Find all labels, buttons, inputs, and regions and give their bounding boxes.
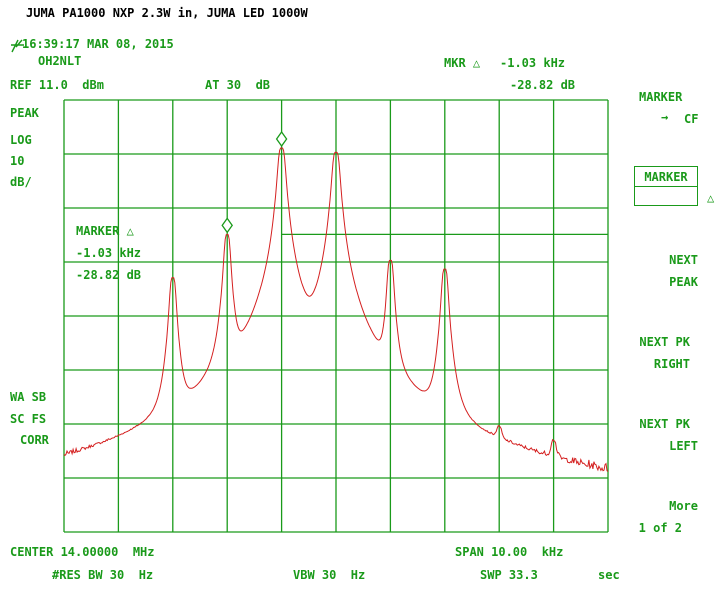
scale-unit: dB/ xyxy=(10,175,32,189)
video-bandwidth: VBW 30 Hz xyxy=(293,568,366,582)
softkey-next-pk-right-line2[interactable]: RIGHT xyxy=(653,357,690,371)
log-scale-label: LOG xyxy=(10,133,32,147)
softkey-page-indicator: 1 of 2 xyxy=(638,521,682,535)
scale-value: 10 xyxy=(10,154,25,168)
timestamp: 16:39:17 MAR 08, 2015 xyxy=(22,37,174,51)
softkey-marker[interactable]: MARKER xyxy=(639,90,683,104)
detector-peak-label: PEAK xyxy=(10,106,39,120)
softkey-next-peak-line2[interactable]: PEAK xyxy=(669,275,698,289)
softkey-marker-delta[interactable]: MARKER xyxy=(634,166,698,206)
trace-line xyxy=(63,147,609,473)
center-frequency: CENTER 14.00000 MHz xyxy=(10,545,155,559)
delta-marker-diamond xyxy=(221,217,233,234)
softkey-marker-delta-label: MARKER xyxy=(635,167,697,187)
delta-icon: △ xyxy=(707,191,715,205)
spectrum-trace xyxy=(63,147,609,473)
hp-logo-icon xyxy=(11,39,24,53)
sweep-time: SWP 33.3 xyxy=(480,568,538,582)
marker-symbols xyxy=(221,130,288,234)
plot-marker-level: -28.82 dB xyxy=(76,268,142,282)
softkey-next-pk-left-line1[interactable]: NEXT PK xyxy=(639,417,690,431)
softkey-marker-to-cf[interactable]: CF xyxy=(684,112,699,126)
softkey-next-pk-left-line2[interactable]: LEFT xyxy=(669,439,698,453)
reference-level: REF 11.0 dBm xyxy=(10,78,104,92)
softkey-next-peak-line1[interactable]: NEXT xyxy=(669,253,698,267)
softkey-more[interactable]: More xyxy=(669,499,698,513)
plot-marker-freq: -1.03 kHz xyxy=(76,246,142,260)
operator-label: OH2NLT xyxy=(38,54,82,68)
marker-readout-freq: -1.03 kHz xyxy=(500,56,566,70)
graticule xyxy=(63,99,609,533)
marker-readout-level: -28.82 dB xyxy=(510,78,576,92)
softkey-marker-to-cf-arrow: → xyxy=(661,110,669,124)
reference-marker-diamond xyxy=(275,130,288,148)
sc-fs-label: SC FS xyxy=(10,412,47,426)
plot-marker-label: MARKER △ xyxy=(76,224,134,238)
sweep-time-unit: sec xyxy=(598,568,620,582)
span: SPAN 10.00 kHz xyxy=(455,545,564,559)
attenuation: AT 30 dB xyxy=(205,78,271,92)
corr-label: CORR xyxy=(20,433,49,447)
resolution-bandwidth: #RES BW 30 Hz xyxy=(52,568,154,582)
softkey-next-pk-right-line1[interactable]: NEXT PK xyxy=(639,335,690,349)
screen-title: JUMA PA1000 NXP 2.3W in, JUMA LED 1000W xyxy=(26,6,308,20)
marker-readout-label: MKR △ xyxy=(444,56,481,70)
wa-sb-label: WA SB xyxy=(10,390,47,404)
